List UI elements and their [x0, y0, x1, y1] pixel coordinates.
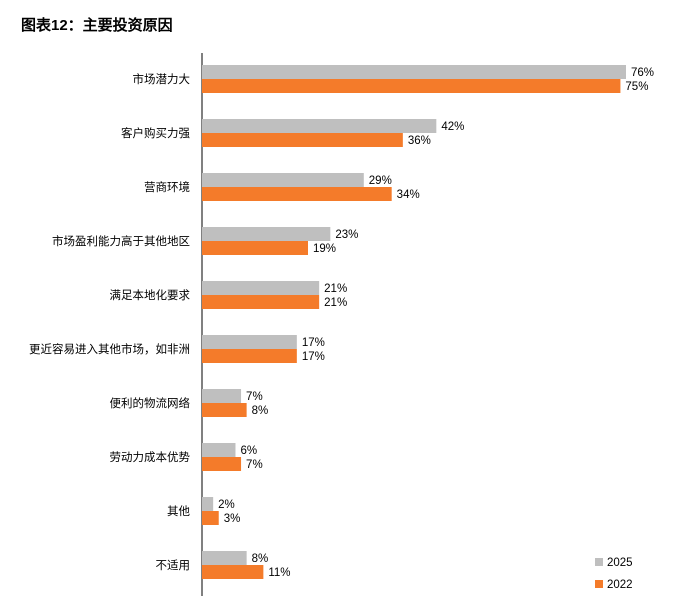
bar-2025	[202, 173, 364, 187]
data-label-2025: 7%	[246, 391, 263, 403]
data-label-2025: 23%	[335, 229, 358, 241]
bar-2025	[202, 281, 320, 295]
bar-2025	[202, 443, 236, 457]
data-label-2025: 6%	[240, 445, 257, 457]
data-label-2022: 34%	[397, 189, 420, 201]
data-label-2025: 21%	[324, 283, 347, 295]
data-label-2022: 7%	[246, 459, 263, 471]
category-label: 便利的物流网络	[110, 396, 191, 410]
bar-2025	[202, 227, 331, 241]
data-label-2025: 76%	[631, 67, 654, 79]
legend: 2025 2022	[595, 557, 633, 591]
bar-2025	[202, 497, 214, 511]
category-label: 市场盈利能力高于其他地区	[52, 234, 190, 248]
category-label: 客户购买力强	[121, 126, 190, 140]
category-label: 满足本地化要求	[110, 288, 191, 302]
category-label: 更近容易进入其他市场，如非洲	[29, 342, 190, 356]
bar-2022	[202, 133, 403, 147]
bar-2025	[202, 335, 297, 349]
data-label-2022: 21%	[324, 297, 347, 309]
data-label-2022: 19%	[313, 243, 336, 255]
bar-2022	[202, 241, 308, 255]
data-label-2025: 2%	[218, 499, 235, 511]
category-label: 劳动力成本优势	[110, 450, 191, 464]
data-label-2022: 11%	[268, 567, 290, 579]
bar-2022	[202, 457, 242, 471]
bar-2022	[202, 349, 297, 363]
category-label: 市场潜力大	[133, 72, 191, 86]
bar-2025	[202, 65, 626, 79]
bar-2025	[202, 119, 437, 133]
legend-swatch-2025	[595, 558, 603, 566]
bar-2022	[202, 565, 264, 579]
bar-2022	[202, 403, 247, 417]
data-label-2025: 8%	[252, 553, 269, 565]
data-label-2022: 36%	[408, 135, 431, 147]
data-label-2022: 75%	[625, 81, 648, 93]
bar-2025	[202, 389, 242, 403]
data-label-2022: 17%	[302, 351, 325, 363]
data-label-2022: 8%	[252, 405, 269, 417]
category-label: 不适用	[156, 559, 191, 572]
legend-label-2022: 2022	[607, 579, 633, 591]
bar-2022	[202, 511, 219, 525]
bar-2022	[202, 79, 621, 93]
data-label-2025: 17%	[302, 337, 325, 349]
category-label: 营商环境	[144, 180, 190, 194]
category-label: 其他	[167, 505, 190, 518]
chart-title: 图表12：主要投资原因	[21, 17, 173, 34]
legend-swatch-2022	[595, 580, 603, 588]
bar-2025	[202, 551, 247, 565]
bars-group: 市场潜力大 76% 75% 客户购买力强 42% 36% 营商环境 29% 34% 市场盈利能力高…	[29, 65, 654, 579]
bar-2022	[202, 187, 392, 201]
legend-label-2025: 2025	[607, 557, 633, 569]
bar-2022	[202, 295, 320, 309]
data-label-2025: 29%	[369, 175, 392, 187]
data-label-2025: 42%	[441, 121, 464, 133]
data-label-2022: 3%	[224, 513, 241, 525]
